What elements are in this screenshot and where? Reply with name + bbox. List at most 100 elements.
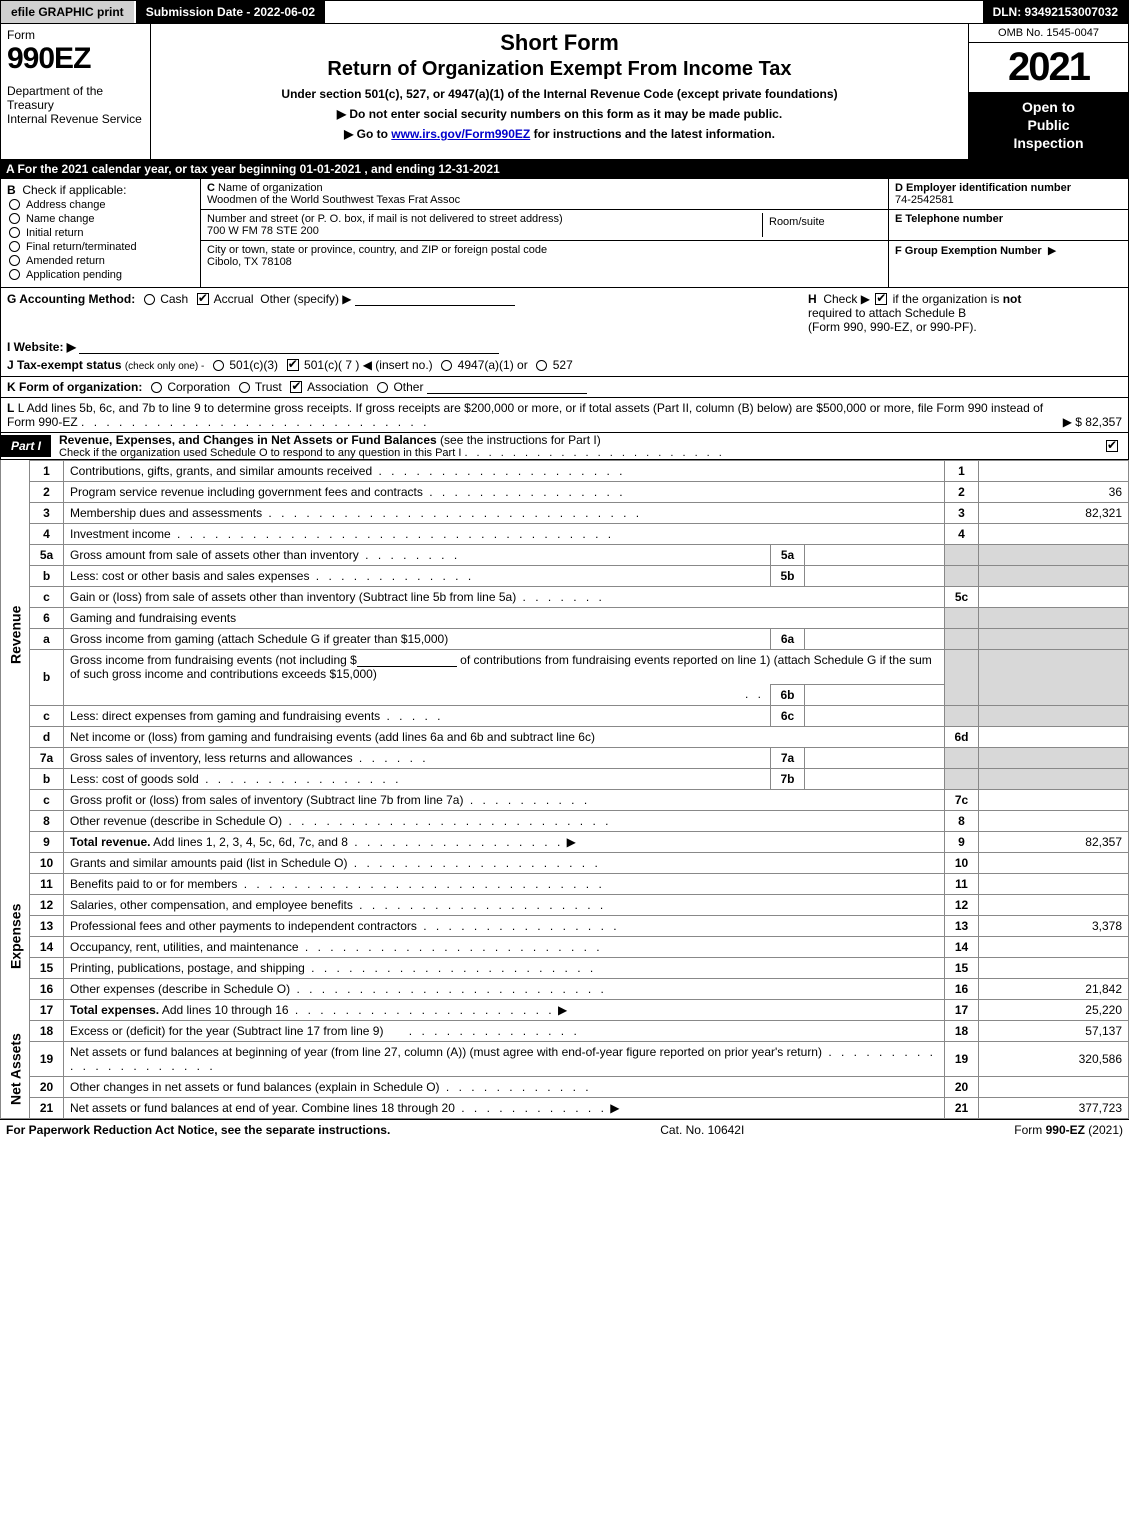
inspect-line2: Public	[1027, 117, 1069, 133]
j-sub: (check only one) -	[125, 361, 204, 372]
line-right-val: 21,842	[979, 978, 1129, 999]
b-label: B Check if applicable:	[7, 183, 194, 197]
g-other-field[interactable]	[355, 292, 515, 306]
j-label: J Tax-exempt status	[7, 358, 122, 372]
k-corp: Corporation	[167, 380, 230, 394]
i-website-field[interactable]	[79, 340, 499, 354]
chk-assoc[interactable]	[290, 381, 302, 393]
line-right-val: 320,586	[979, 1041, 1129, 1076]
mini-val	[805, 544, 945, 565]
table-row: 3 Membership dues and assessments . . . …	[1, 502, 1129, 523]
line-desc: Gross profit or (loss) from sales of inv…	[64, 789, 945, 810]
efile-print-button[interactable]: efile GRAPHIC print	[1, 1, 136, 23]
line-right-num: 4	[945, 523, 979, 544]
line-desc: Gross sales of inventory, less returns a…	[64, 747, 771, 768]
shade-cell	[979, 565, 1129, 586]
line-right-val	[979, 586, 1129, 607]
g-label: G Accounting Method:	[7, 292, 135, 306]
dln-badge: DLN: 93492153007032	[983, 1, 1128, 23]
radio-501c3[interactable]	[213, 360, 224, 371]
radio-527[interactable]	[536, 360, 547, 371]
line-right-val	[979, 460, 1129, 481]
line-right-num: 19	[945, 1041, 979, 1076]
footer-center: Cat. No. 10642I	[660, 1123, 744, 1137]
g-accrual: Accrual	[214, 292, 254, 306]
chk-name-change[interactable]: Name change	[7, 213, 194, 225]
shade-cell	[979, 544, 1129, 565]
line-right-val	[979, 936, 1129, 957]
table-row: 21 Net assets or fund balances at end of…	[1, 1097, 1129, 1118]
chk-accrual[interactable]	[197, 293, 209, 305]
radio-other[interactable]	[377, 382, 388, 393]
open-to-public-badge: Open to Public Inspection	[969, 92, 1128, 159]
line-num: 12	[30, 894, 64, 915]
k-trust: Trust	[255, 380, 282, 394]
line-desc: Gain or (loss) from sale of assets other…	[64, 586, 945, 607]
k-other-field[interactable]	[427, 380, 587, 394]
k-assoc: Association	[307, 380, 368, 394]
g-other: Other (specify) ▶	[260, 292, 351, 306]
part-1-check-o: Check if the organization used Schedule …	[59, 447, 1104, 459]
shade-cell	[979, 705, 1129, 726]
chk-address-label: Address change	[26, 199, 106, 211]
rot-blank	[1, 810, 30, 831]
radio-corp[interactable]	[151, 382, 162, 393]
c-street-value: 700 W FM 78 STE 200	[207, 225, 319, 237]
line-desc: Excess or (deficit) for the year (Subtra…	[64, 1020, 945, 1041]
line-desc: Gaming and fundraising events	[64, 607, 945, 628]
line-right-val	[979, 852, 1129, 873]
c-name-block: C Name of organization Woodmen of the Wo…	[201, 179, 888, 210]
chk-schedule-o[interactable]	[1106, 440, 1118, 452]
dots-icon: . . . . . . . . . . . . . . . . . . . . …	[81, 415, 429, 429]
l6b-amount-field[interactable]	[357, 653, 457, 667]
form-number: 990EZ	[7, 42, 144, 76]
k-form-org: K Form of organization: Corporation Trus…	[0, 376, 1129, 397]
table-row: 6 Gaming and fundraising events	[1, 607, 1129, 628]
table-row: d Net income or (loss) from gaming and f…	[1, 726, 1129, 747]
chk-501c[interactable]	[287, 359, 299, 371]
chk-initial-return[interactable]: Initial return	[7, 227, 194, 239]
line-right-num: 1	[945, 460, 979, 481]
chk-final-return[interactable]: Final return/terminated	[7, 241, 194, 253]
line-desc: Contributions, gifts, grants, and simila…	[64, 460, 945, 481]
chk-application-pending[interactable]: Application pending	[7, 269, 194, 281]
chk-address-change[interactable]: Address change	[7, 199, 194, 211]
radio-trust[interactable]	[239, 382, 250, 393]
line-num: 4	[30, 523, 64, 544]
line-num: d	[30, 726, 64, 747]
line-right-val	[979, 726, 1129, 747]
circle-icon	[9, 255, 20, 266]
rot-revenue: Revenue	[1, 460, 30, 810]
table-row: 12 Salaries, other compensation, and emp…	[1, 894, 1129, 915]
line-num: 17	[30, 999, 64, 1020]
f-group-label: F Group Exemption Number	[895, 245, 1042, 257]
col-b: B Check if applicable: Address change Na…	[1, 179, 201, 287]
shade-cell	[945, 768, 979, 789]
line-num: 16	[30, 978, 64, 999]
irs-link[interactable]: www.irs.gov/Form990EZ	[391, 127, 530, 141]
c-city-value: Cibolo, TX 78108	[207, 256, 292, 268]
radio-4947[interactable]	[441, 360, 452, 371]
shade-cell	[979, 649, 1129, 705]
row-a-tax-year: A For the 2021 calendar year, or tax yea…	[0, 159, 1129, 179]
shade-cell	[945, 705, 979, 726]
line-num: 9	[30, 831, 64, 852]
c-name-value: Woodmen of the World Southwest Texas Fra…	[207, 194, 460, 206]
i-label: I Website: ▶	[7, 340, 76, 354]
footer-right-bold: 990-EZ	[1046, 1123, 1085, 1137]
chk-h[interactable]	[875, 293, 887, 305]
chk-amended-return[interactable]: Amended return	[7, 255, 194, 267]
c-street-label: Number and street (or P. O. box, if mail…	[207, 213, 563, 225]
rot-expenses: Expenses	[1, 852, 30, 1020]
shade-cell	[945, 628, 979, 649]
arrow-right-icon: ▶	[1063, 415, 1072, 429]
table-row: 20 Other changes in net assets or fund b…	[1, 1076, 1129, 1097]
d-ein-label: D Employer identification number	[895, 182, 1071, 194]
h-text2: if the organization is	[893, 292, 1000, 306]
rot-net-assets: Net Assets	[1, 1020, 30, 1118]
line-desc: Other expenses (describe in Schedule O) …	[64, 978, 945, 999]
radio-cash[interactable]	[144, 294, 155, 305]
i-website: I Website: ▶	[7, 340, 1122, 354]
c-name-label: Name of organization	[218, 182, 323, 194]
shade-cell	[945, 747, 979, 768]
